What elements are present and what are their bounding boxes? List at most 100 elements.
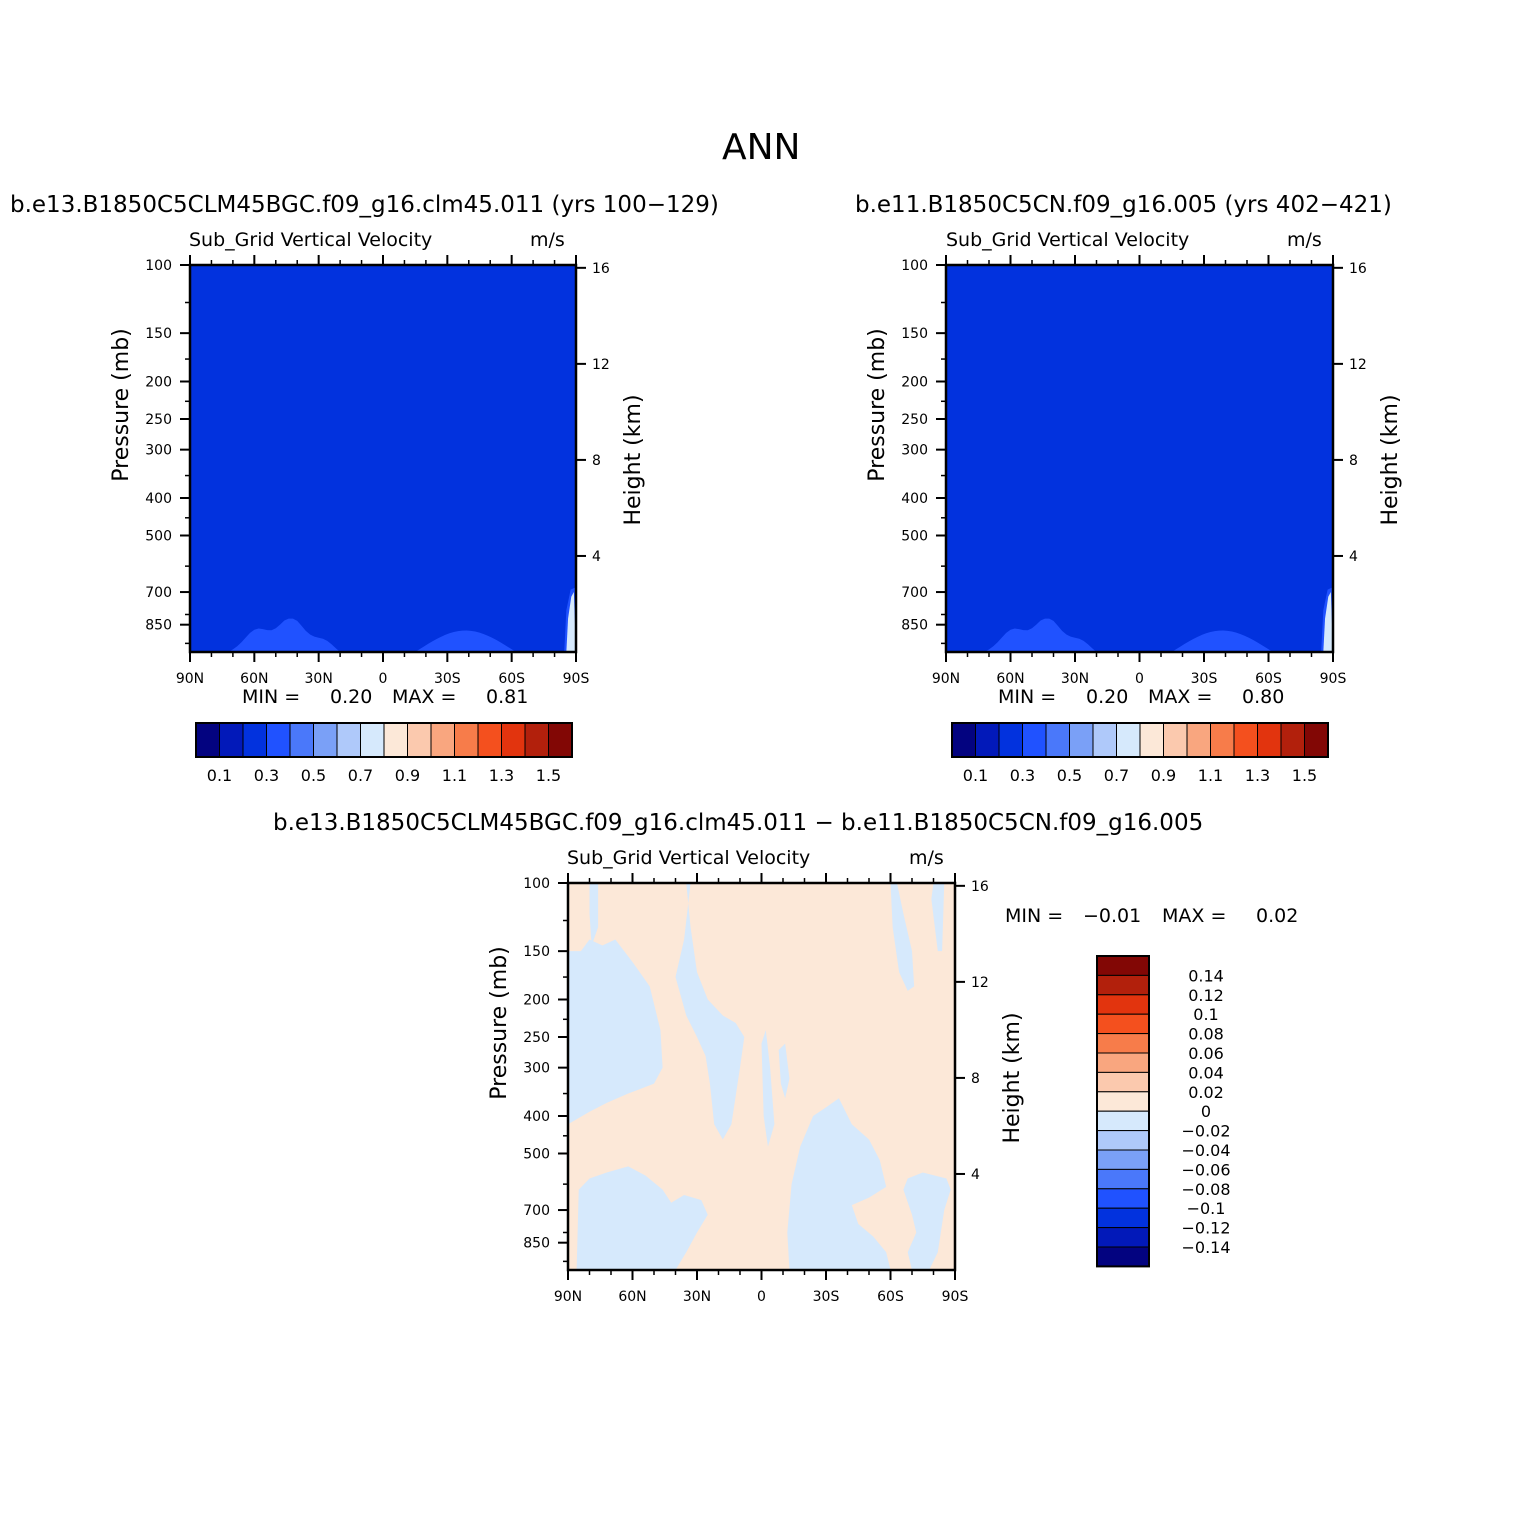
panel3-feature-far-right: [903, 1172, 951, 1270]
panel2-ytick-label: 850: [901, 618, 928, 634]
panel3-xtick-label: 30S: [813, 1289, 840, 1305]
panel2-colorbar-box: [1304, 722, 1329, 758]
panel3-feature-upper-left: [568, 939, 663, 1125]
panel1-min-value: 0.20: [330, 686, 373, 708]
panel3-ytick-label: 100: [523, 876, 550, 892]
panel2-colorbar-label: 1.5: [1292, 766, 1317, 785]
panel1-colorbar-label: 0.9: [395, 766, 420, 785]
panel1-y2tick-label: 12: [592, 357, 610, 373]
panel3-colorbar-label: 0: [1201, 1102, 1211, 1121]
panel1-colorbar-box: [195, 722, 220, 758]
panel3-colorbar-label: 0.12: [1188, 986, 1224, 1005]
panel1-xtick-label: 90N: [176, 671, 204, 687]
panel2-ytick-label: 200: [901, 374, 928, 390]
panel3-colorbar-box: [1096, 1130, 1150, 1151]
panel2-min-label: MIN =: [998, 686, 1057, 708]
panel2-colorbar-box: [975, 722, 1000, 758]
panel1-colorbar-box: [430, 722, 455, 758]
panel2-feature-spike-high: [1323, 592, 1333, 652]
panel1-colorbar-box: [477, 722, 502, 758]
panel2-colorbar-label: 1.1: [1198, 766, 1223, 785]
panel2-xtick-label: 30S: [1191, 671, 1218, 687]
panel3-colorbar-label: −0.12: [1181, 1219, 1230, 1238]
panel1-xtick-label: 30S: [434, 671, 461, 687]
panel1-colorbar-box: [454, 722, 479, 758]
panel2-y2tick-label: 8: [1349, 453, 1358, 469]
panel3-feature-lower-left: [576, 1166, 708, 1270]
figure-title: ANN: [722, 127, 801, 168]
panel3-feature-upper-right-2: [931, 883, 945, 952]
panel3-colorbar-label: 0.02: [1188, 1083, 1224, 1102]
panel3-ytick-label: 400: [523, 1109, 550, 1125]
panel3-xtick-label: 90N: [554, 1289, 582, 1305]
panel3-ytick-label: 250: [523, 1030, 550, 1046]
panel2-xtick-label: 60S: [1255, 671, 1282, 687]
panel3-ytick-label: 300: [523, 1061, 550, 1077]
panel2-y2tick-label: 12: [1349, 357, 1367, 373]
panel3-colorbar-box: [1096, 955, 1150, 976]
panel2-min-value: 0.20: [1086, 686, 1129, 708]
panel1-colorbar-label: 0.5: [301, 766, 326, 785]
panel2-units: m/s: [1287, 229, 1322, 251]
panel3-colorbar-box: [1096, 1110, 1150, 1132]
panel2-colorbar-box: [1022, 722, 1047, 758]
panel3-ytick-label: 850: [523, 1236, 550, 1252]
panel1-feature-nh-lowlevel: [228, 618, 341, 652]
panel1-y2tick-label: 4: [592, 549, 601, 565]
panel2-ytick-label: 400: [901, 491, 928, 507]
panel3-colorbar-box: [1096, 1207, 1150, 1229]
panel3-feature-streak-0: [761, 1030, 775, 1147]
panel1-max-label: MAX =: [392, 686, 457, 708]
panel1-var-label: Sub_Grid Vertical Velocity: [189, 229, 433, 251]
panel1-ylabel: Pressure (mb): [109, 328, 134, 482]
panel1-ytick-label: 700: [145, 585, 172, 601]
panel3-ylabel: Pressure (mb): [487, 946, 512, 1100]
panel1-ytick-label: 250: [145, 412, 172, 428]
panel2-colorbar-box: [1163, 722, 1188, 758]
panel2-case-title: b.e11.B1850C5CN.f09_g16.005 (yrs 402−421…: [855, 192, 1392, 218]
panel2-colorbar-label: 0.7: [1104, 766, 1129, 785]
panel2-colorbar-box: [1069, 722, 1094, 758]
panel2-y2tick-label: 16: [1349, 261, 1367, 277]
panel1-y2tick-label: 8: [592, 453, 601, 469]
panel1-colorbar-label: 1.1: [442, 766, 467, 785]
panel2-ytick-label: 150: [901, 326, 928, 342]
diff-max-value: 0.02: [1256, 905, 1299, 927]
panel1-ytick-label: 850: [145, 618, 172, 634]
panel3-colorbar-label: −0.02: [1181, 1122, 1230, 1141]
panel3-colorbar-box: [1096, 994, 1150, 1015]
panel2-ytick-label: 700: [901, 585, 928, 601]
panel1-xtick-label: 60N: [240, 671, 268, 687]
panel2-ytick-label: 500: [901, 529, 928, 545]
panel3-colorbar-box: [1096, 974, 1150, 996]
panel1-xtick-label: 0: [379, 671, 388, 687]
panel2-feature-sh-lowlevel: [1171, 630, 1273, 652]
panel1-ytick-label: 200: [145, 374, 172, 390]
panel2-field-background: [946, 265, 1333, 652]
panel1-xtick-label: 60S: [498, 671, 525, 687]
panel2-xtick-label: 90N: [932, 671, 960, 687]
panel1-colorbar-box: [383, 722, 408, 758]
panel1-xtick-label: 90S: [563, 671, 590, 687]
panel2-colorbar-label: 0.3: [1010, 766, 1035, 785]
panel3-colorbar-label: −0.14: [1181, 1238, 1230, 1257]
panel1-colorbar-box: [360, 722, 385, 758]
panel3-feature-streak-10s: [778, 1043, 790, 1099]
panel3-colorbar-label: −0.1: [1187, 1199, 1226, 1218]
panel2-xtick-label: 30N: [1061, 671, 1089, 687]
panel3-colorbar-box: [1096, 1149, 1150, 1170]
panel3-colorbar-box: [1096, 1168, 1150, 1190]
panel1-colorbar-box: [219, 722, 244, 758]
panel1-ytick-label: 400: [145, 491, 172, 507]
panel2-var-label: Sub_Grid Vertical Velocity: [946, 229, 1190, 251]
panel2-colorbar-box: [951, 722, 976, 758]
panel2-colorbar-frame: [951, 722, 1329, 758]
panel3-y2tick-label: 8: [971, 1071, 980, 1087]
diff-min-label: MIN =: [1005, 905, 1064, 927]
panel3-colorbar-box: [1096, 1033, 1150, 1054]
panel3-y2label: Height (km): [1000, 1012, 1025, 1143]
panel3-ytick-label: 150: [523, 944, 550, 960]
panel2-ytick-label: 100: [901, 258, 928, 274]
panel3-colorbar-box: [1096, 1091, 1150, 1112]
panel2-colorbar-box: [1280, 722, 1305, 758]
